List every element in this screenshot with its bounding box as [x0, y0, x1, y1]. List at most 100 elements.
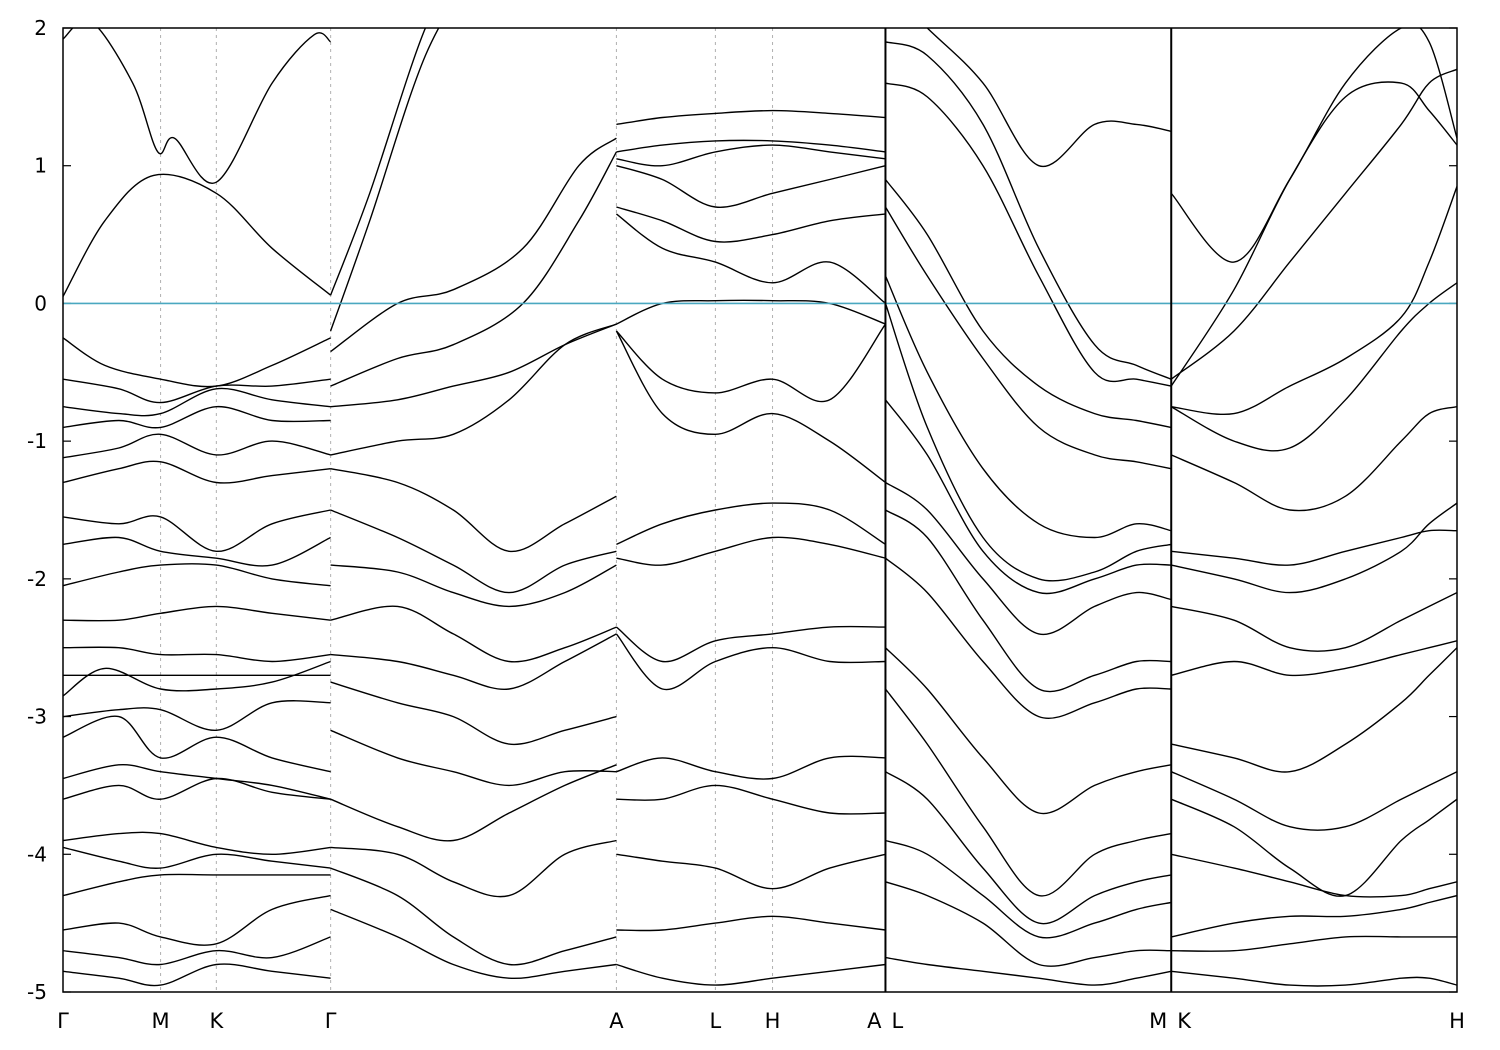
- band-line: [615, 213, 886, 304]
- kpoint-label: M: [152, 1009, 170, 1033]
- band-line: [1170, 68, 1457, 380]
- band-line: [329, 28, 440, 332]
- band-line: [63, 700, 331, 732]
- band-line: [63, 605, 331, 622]
- band-line: [884, 303, 1172, 582]
- band-line: [616, 536, 886, 566]
- kpoint-label: H: [1449, 1009, 1465, 1033]
- band-line: [63, 715, 331, 773]
- y-tick-label: 1: [34, 154, 47, 178]
- kpoint-label: A: [867, 1009, 882, 1033]
- band-line: [884, 179, 1172, 429]
- band-line: [63, 173, 332, 297]
- band-line: [1170, 771, 1457, 831]
- band-line: [616, 206, 886, 243]
- band-line: [330, 151, 618, 387]
- band-line: [63, 846, 331, 869]
- band-line: [63, 387, 331, 417]
- band-line: [884, 399, 1172, 595]
- band-line: [885, 771, 1172, 925]
- band-line: [885, 41, 1172, 380]
- band-line: [330, 323, 617, 456]
- band-line: [63, 563, 331, 587]
- band-line: [884, 688, 1172, 897]
- band-line: [330, 468, 617, 553]
- band-line: [616, 109, 886, 126]
- band-line: [330, 867, 617, 966]
- band-line: [885, 956, 1172, 986]
- band-line: [616, 165, 886, 208]
- band-line: [616, 963, 886, 986]
- band-line: [885, 82, 1172, 387]
- band-line: [63, 378, 331, 404]
- band-line: [63, 963, 331, 987]
- kpoint-label: L: [710, 1009, 722, 1033]
- band-line: [1171, 853, 1457, 898]
- kpoint-label: A: [609, 1009, 624, 1033]
- band-line: [885, 839, 1172, 939]
- band-line: [1170, 81, 1457, 387]
- band-line: [615, 633, 886, 691]
- y-tick-label: 2: [34, 16, 47, 40]
- band-line: [616, 139, 886, 153]
- band-line: [330, 839, 617, 898]
- band-line: [330, 509, 617, 594]
- y-tick-label: -3: [27, 705, 47, 729]
- kpoint-label: K: [1177, 1009, 1192, 1033]
- band-line: [63, 873, 331, 897]
- band-line: [329, 28, 427, 296]
- band-line: [330, 681, 617, 746]
- band-line: [63, 763, 331, 800]
- band-line: [616, 915, 886, 932]
- band-line: [63, 536, 331, 567]
- kpoint-label: M: [1149, 1009, 1167, 1033]
- band-line: [330, 605, 617, 663]
- band-line: [615, 323, 887, 403]
- band-line: [63, 660, 331, 697]
- band-line: [330, 633, 617, 690]
- band-line: [884, 206, 1172, 470]
- band-line: [616, 502, 886, 546]
- kpoint-label: H: [765, 1009, 781, 1033]
- band-line: [63, 777, 331, 800]
- band-line: [330, 137, 617, 353]
- segment-break-lines: [884, 28, 1173, 992]
- band-line: [63, 433, 331, 459]
- band-line: [330, 908, 617, 980]
- y-tick-label: -5: [27, 980, 47, 1004]
- y-tick-label: -2: [27, 567, 47, 591]
- band-line: [63, 646, 331, 663]
- band-line: [63, 936, 331, 966]
- y-tick-label: -4: [27, 842, 47, 866]
- band-line: [885, 481, 1172, 636]
- band-line: [885, 647, 1172, 815]
- band-line: [1171, 640, 1457, 677]
- band-line: [616, 755, 886, 780]
- band-line: [63, 405, 331, 429]
- band-line: [616, 144, 886, 167]
- y-axis-ticks: 2 1 0 -1 -2 -3 -4 -5: [27, 16, 1457, 1004]
- band-line: [884, 275, 1172, 539]
- band-line: [330, 729, 617, 787]
- band-line: [1171, 894, 1457, 938]
- kpoint-label: L: [891, 1009, 903, 1033]
- band-line: [1171, 935, 1457, 952]
- band-line: [63, 509, 331, 553]
- band-line: [63, 28, 332, 184]
- band-line: [330, 764, 617, 842]
- band-line: [615, 625, 886, 663]
- band-line: [1171, 591, 1457, 652]
- band-line: [1171, 647, 1457, 773]
- band-line: [885, 881, 1172, 967]
- band-line: [616, 784, 886, 815]
- band-line: [1171, 502, 1457, 594]
- band-line: [885, 557, 1172, 719]
- band-line: [63, 337, 331, 388]
- band-line: [616, 853, 886, 890]
- band-line: [63, 831, 331, 856]
- y-tick-label: 0: [34, 291, 47, 315]
- band-line: [616, 299, 886, 325]
